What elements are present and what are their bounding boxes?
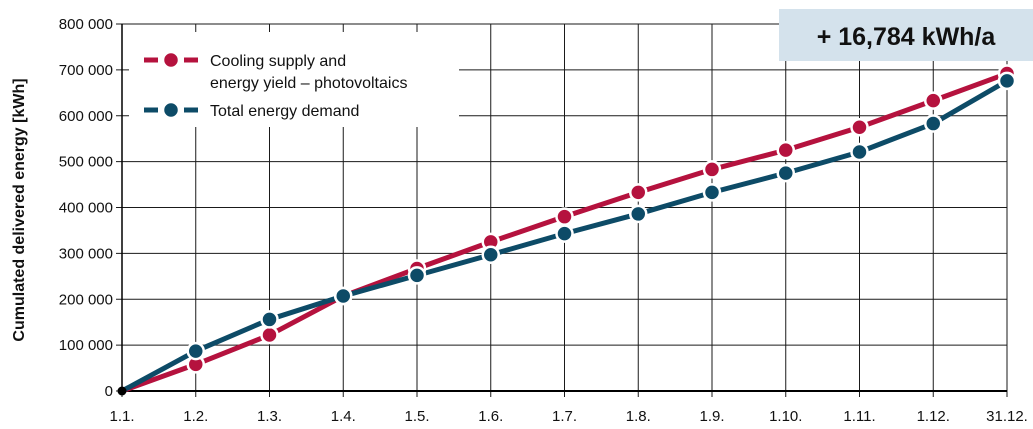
data-point-1 — [850, 142, 869, 162]
data-point-1 — [555, 224, 574, 243]
y-tick-label: 600 000 — [59, 108, 113, 125]
legend-swatch-marker — [161, 50, 181, 70]
data-point-1 — [776, 163, 795, 183]
y-tick-label: 200 000 — [59, 291, 113, 308]
data-point-1 — [997, 71, 1017, 91]
data-point-1 — [629, 204, 648, 224]
y-tick-label: 800 000 — [59, 16, 113, 33]
y-tick-labels: 0 100 000 200 000 300 000 400 000 500 000 600 … — [59, 16, 113, 400]
data-point-0 — [702, 160, 722, 179]
x-tick-label: 1.6. — [478, 408, 503, 425]
x-tick-label: 1.10. — [769, 408, 802, 425]
x-tick-label: 1.1. — [109, 408, 134, 425]
x-tick-labels: 1.1. 1.2. 1.3. 1.4. 1.5. 1.6. 1.7. 1.8. 1.9. 1.10… — [109, 408, 1027, 425]
data-point-0 — [850, 117, 869, 137]
data-point-0 — [776, 140, 795, 160]
data-point-1 — [186, 341, 205, 361]
data-point-1 — [702, 183, 722, 202]
data-point-1 — [334, 286, 353, 306]
data-point-0 — [924, 91, 943, 110]
x-tick-label: 1.7. — [552, 408, 577, 425]
data-point-1 — [260, 310, 279, 329]
y-tick-label: 500 000 — [59, 154, 113, 171]
callout-text: + 16,784 kWh/a — [817, 23, 997, 51]
data-point-0 — [555, 207, 574, 226]
y-axis-label: Cumulated delivered energy [kWh] — [11, 78, 28, 341]
x-tick-label: 1.12. — [917, 408, 950, 425]
y-tick-label: 0 — [105, 383, 113, 400]
legend-label: energy yield – photovoltaics — [210, 75, 407, 92]
data-point-1 — [924, 114, 943, 133]
y-tick-label: 700 000 — [59, 62, 113, 79]
origin-point — [117, 386, 127, 396]
legend-swatch-marker — [161, 100, 181, 120]
chart-axes — [116, 23, 1008, 397]
legend-label: Cooling supply and — [210, 53, 346, 70]
x-tick-label: 1.4. — [331, 408, 356, 425]
x-tick-label: 1.8. — [626, 408, 651, 425]
x-tick-label: 31.12. — [986, 408, 1028, 425]
x-tick-label: 1.3. — [257, 408, 282, 425]
chart-series — [117, 64, 1017, 396]
data-point-0 — [629, 183, 648, 202]
y-tick-label: 100 000 — [59, 337, 113, 354]
data-point-1 — [481, 245, 500, 265]
callout-box — [779, 9, 1033, 61]
x-tick-label: 1.2. — [183, 408, 208, 425]
chart-legend: Cooling supply and energy yield – photovo… — [129, 32, 459, 127]
annotation-callout: + 16,784 kWh/a — [779, 9, 1033, 61]
x-tick-label: 1.9. — [699, 408, 724, 425]
y-tick-label: 300 000 — [59, 245, 113, 262]
y-tick-label: 400 000 — [59, 200, 113, 217]
x-tick-label: 1.11. — [843, 408, 875, 425]
data-point-0 — [260, 325, 279, 345]
x-tick-label: 1.5. — [404, 408, 429, 425]
data-point-1 — [407, 266, 427, 285]
legend-label: Total energy demand — [210, 103, 359, 120]
